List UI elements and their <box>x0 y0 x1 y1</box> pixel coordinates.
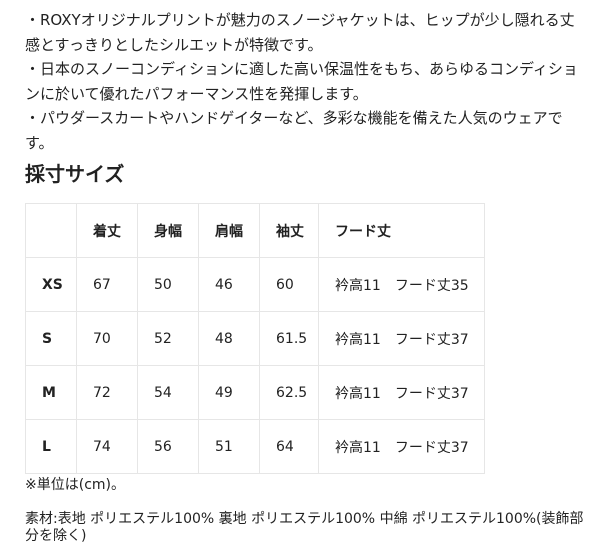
table-header-row: 着丈 身幅 肩幅 袖丈 フード丈 <box>25 203 485 258</box>
size-cell: XS <box>25 257 77 312</box>
table-cell: 49 <box>198 365 260 420</box>
table-cell: 50 <box>137 257 199 312</box>
header-cell: 着丈 <box>76 203 138 258</box>
header-cell: 肩幅 <box>198 203 260 258</box>
table-cell: 衿高11 フード丈37 <box>318 311 485 366</box>
size-heading: 採寸サイズ <box>25 162 125 186</box>
table-cell: 61.5 <box>259 311 319 366</box>
table-row: XS 67 50 46 60 衿高11 フード丈35 <box>25 257 485 312</box>
table-cell: 67 <box>76 257 138 312</box>
table-cell: 衿高11 フード丈37 <box>318 365 485 420</box>
table-cell: 62.5 <box>259 365 319 420</box>
table-cell: 54 <box>137 365 199 420</box>
table-cell: 56 <box>137 419 199 474</box>
table-cell: 衿高11 フード丈37 <box>318 419 485 474</box>
table-cell: 74 <box>76 419 138 474</box>
table-row: S 70 52 48 61.5 衿高11 フード丈37 <box>25 311 485 366</box>
table-cell: 72 <box>76 365 138 420</box>
table-cell: 60 <box>259 257 319 312</box>
description-line: ・ROXYオリジナルプリントが魅力のスノージャケットは、ヒップが少し隠れる丈感と… <box>25 11 575 54</box>
header-cell: フード丈 <box>318 203 485 258</box>
description-line: ・日本のスノーコンディションに適した高い保温性をもち、あらゆるコンディションに於… <box>25 60 578 103</box>
header-cell <box>25 203 77 258</box>
table-cell: 51 <box>198 419 260 474</box>
table-cell: 64 <box>259 419 319 474</box>
table-cell: 52 <box>137 311 199 366</box>
table-cell: 46 <box>198 257 260 312</box>
table-row: M 72 54 49 62.5 衿高11 フード丈37 <box>25 365 485 420</box>
size-cell: L <box>25 419 77 474</box>
material-text: 素材:表地 ポリエステル100% 裏地 ポリエステル100% 中綿 ポリエステル… <box>25 511 584 544</box>
table-cell: 48 <box>198 311 260 366</box>
table-cell: 70 <box>76 311 138 366</box>
table-row: L 74 56 51 64 衿高11 フード丈37 <box>25 419 485 474</box>
product-description: ・ROXYオリジナルプリントが魅力のスノージャケットは、ヒップが少し隠れる丈感と… <box>25 8 585 155</box>
size-cell: S <box>25 311 77 366</box>
description-line: ・パウダースカートやハンドゲイターなど、多彩な機能を備えた人気のウェアです。 <box>25 109 563 152</box>
header-cell: 身幅 <box>137 203 199 258</box>
table-cell: 衿高11 フード丈35 <box>318 257 485 312</box>
size-cell: M <box>25 365 77 420</box>
header-cell: 袖丈 <box>259 203 319 258</box>
unit-note: ※単位は(cm)。 <box>25 477 125 493</box>
size-table: 着丈 身幅 肩幅 袖丈 フード丈 XS 67 50 46 60 衿高11 フード… <box>25 203 485 474</box>
